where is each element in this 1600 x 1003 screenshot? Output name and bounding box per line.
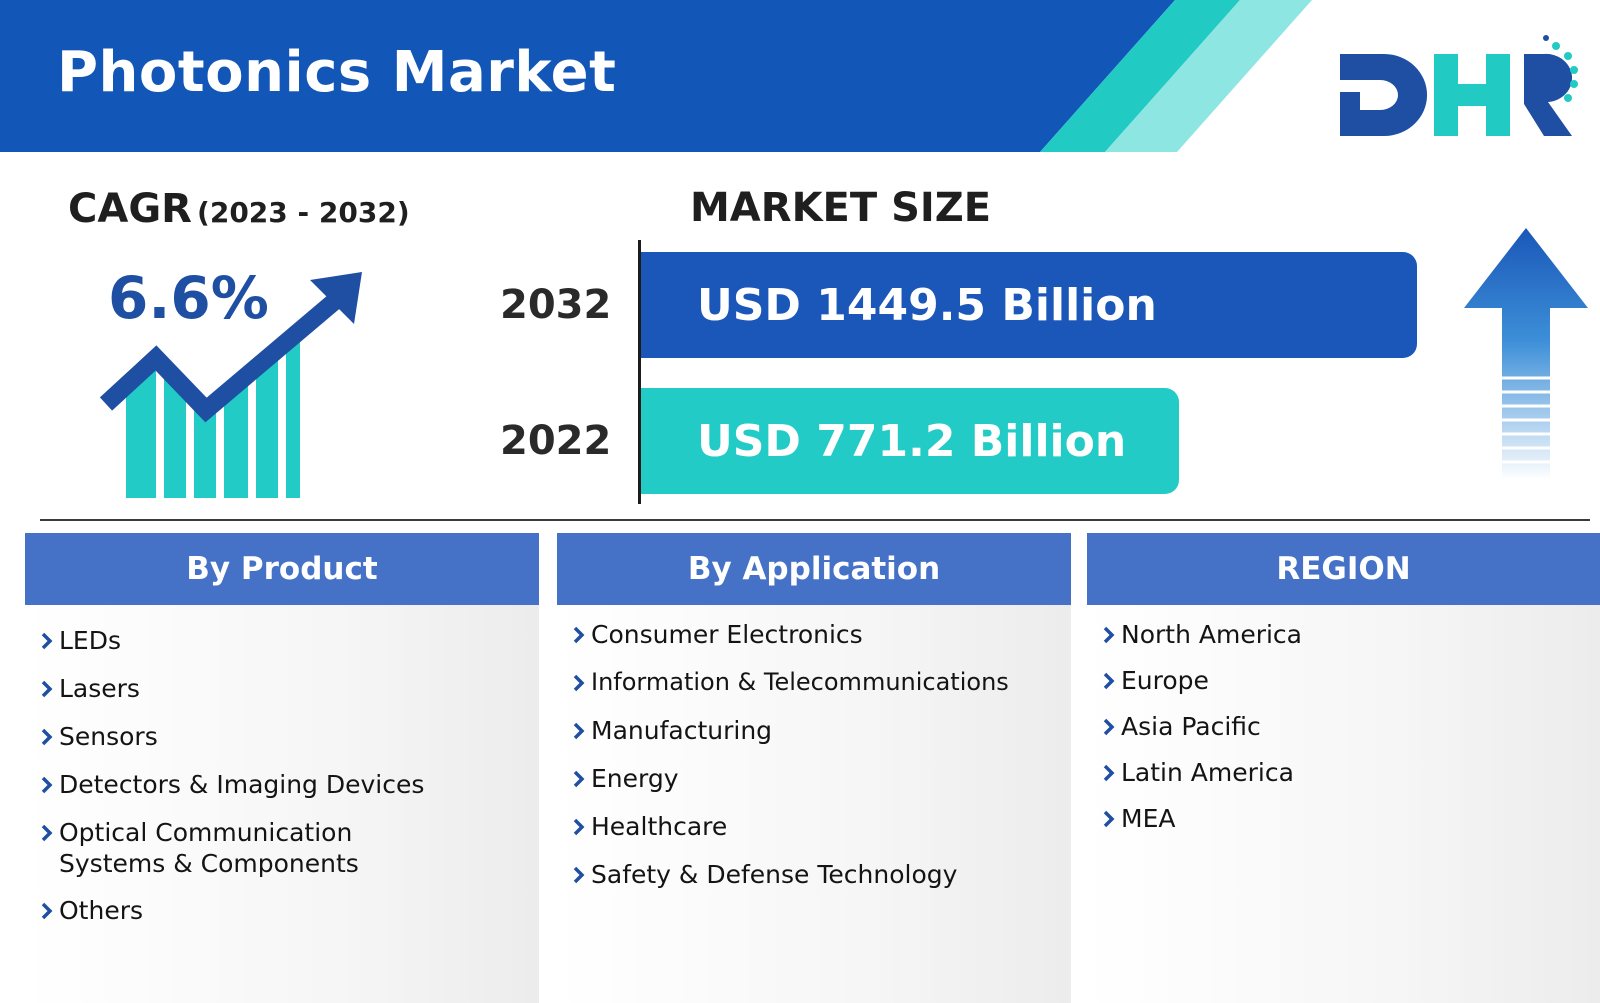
- cagr-value: 6.6%: [108, 264, 269, 332]
- list-item: LEDs: [37, 625, 121, 656]
- section-divider: [40, 519, 1590, 521]
- cagr-heading: CAGR (2023 - 2032): [68, 186, 410, 232]
- chevron-right-icon: [573, 626, 585, 644]
- market-value-2022: USD 771.2 Billion: [697, 415, 1127, 467]
- list-item: Information & Telecommunications: [569, 667, 1009, 698]
- chevron-right-icon: [41, 632, 53, 650]
- chevron-right-icon: [1103, 672, 1115, 690]
- header-background: [0, 0, 1600, 152]
- market-bar-2022: USD 771.2 Billion: [641, 388, 1179, 494]
- segment-column-region: REGION North America Europe Asia Pacific…: [1087, 533, 1600, 1003]
- growth-chart-icon: [99, 272, 362, 498]
- list-item: Healthcare: [569, 811, 727, 842]
- list-item: Detectors & Imaging Devices: [37, 769, 424, 800]
- page-title: Photonics Market: [57, 40, 617, 105]
- list-item: North America: [1099, 619, 1302, 650]
- chevron-right-icon: [41, 824, 53, 842]
- list-item: Manufacturing: [569, 715, 772, 746]
- list-item: Optical Communication Systems & Componen…: [37, 817, 359, 879]
- chevron-right-icon: [1103, 810, 1115, 828]
- chevron-right-icon: [573, 722, 585, 740]
- list-item: MEA: [1099, 803, 1175, 834]
- chevron-right-icon: [573, 866, 585, 884]
- up-arrow-icon: [1464, 228, 1588, 480]
- segment-header-region: REGION: [1087, 533, 1600, 605]
- segment-header-product: By Product: [25, 533, 539, 605]
- cagr-period: (2023 - 2032): [197, 196, 410, 229]
- chevron-right-icon: [573, 818, 585, 836]
- chevron-right-icon: [573, 770, 585, 788]
- market-size-heading: MARKET SIZE: [690, 185, 992, 231]
- segment-header-application: By Application: [557, 533, 1071, 605]
- list-item: Energy: [569, 763, 679, 794]
- header-banner: Photonics Market: [0, 0, 1600, 152]
- chevron-right-icon: [573, 674, 585, 692]
- list-item: Lasers: [37, 673, 140, 704]
- year-label-2022: 2022: [500, 418, 612, 464]
- list-item: Sensors: [37, 721, 158, 752]
- list-item: Consumer Electronics: [569, 619, 863, 650]
- chevron-right-icon: [1103, 626, 1115, 644]
- chevron-right-icon: [1103, 764, 1115, 782]
- list-item: Latin America: [1099, 757, 1294, 788]
- dhr-logo: [1340, 35, 1578, 137]
- list-item: Safety & Defense Technology: [569, 859, 957, 890]
- chevron-right-icon: [41, 776, 53, 794]
- year-label-2032: 2032: [500, 282, 612, 328]
- chevron-right-icon: [1103, 718, 1115, 736]
- list-item: Asia Pacific: [1099, 711, 1261, 742]
- chevron-right-icon: [41, 680, 53, 698]
- market-bar-2032: USD 1449.5 Billion: [641, 252, 1417, 358]
- chevron-right-icon: [41, 902, 53, 920]
- segment-column-product: By Product LEDs Lasers Sensors Detectors…: [25, 533, 539, 1003]
- cagr-label: CAGR: [68, 186, 192, 232]
- bar-axis-line: [638, 240, 641, 504]
- market-value-2032: USD 1449.5 Billion: [697, 279, 1157, 331]
- segment-column-application: By Application Consumer Electronics Info…: [557, 533, 1071, 1003]
- list-item: Europe: [1099, 665, 1209, 696]
- chevron-right-icon: [41, 728, 53, 746]
- list-item: Others: [37, 895, 143, 926]
